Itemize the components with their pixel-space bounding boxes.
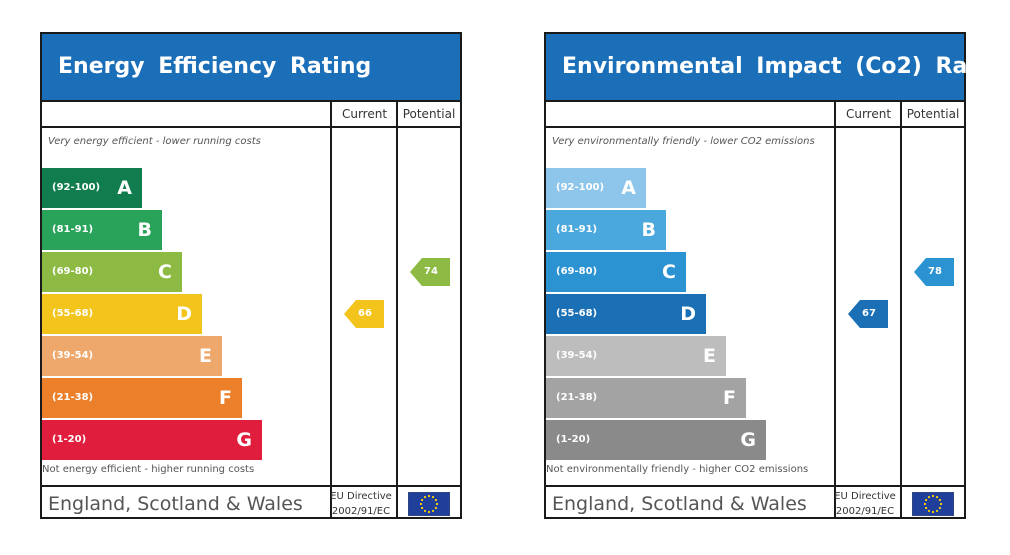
band-letter: B — [137, 219, 152, 241]
band-c: (69-80) C — [546, 252, 686, 292]
band-d: (55-68) D — [42, 294, 202, 334]
potential-rating-arrow: 78 — [914, 258, 954, 286]
current-column-header: Current — [341, 107, 388, 121]
band-range-label: (69-80) — [556, 266, 598, 277]
column-divider — [900, 100, 902, 489]
potential-column-header: Potential — [906, 107, 960, 121]
band-range-label: (1-20) — [52, 434, 87, 445]
column-divider — [330, 100, 332, 489]
band-range-label: (92-100) — [52, 182, 101, 193]
footer-divider — [330, 487, 332, 519]
eu-directive-label: EU Directive 2002/91/EC — [328, 489, 394, 519]
directive-line-2: 2002/91/EC — [331, 506, 391, 517]
directive-line-1: EU Directive — [834, 491, 896, 502]
directive-line-1: EU Directive — [330, 491, 392, 502]
band-range-label: (55-68) — [556, 308, 598, 319]
band-b: (81-91) B — [42, 210, 162, 250]
band-range-label: (39-54) — [52, 350, 94, 361]
potential-rating-value: 78 — [928, 266, 942, 277]
eu-flag-icon — [408, 492, 450, 516]
current-rating-value: 66 — [358, 308, 372, 319]
country-label: England, Scotland & Wales — [552, 493, 807, 515]
band-letter: F — [219, 387, 232, 409]
band-a: (92-100) A — [546, 168, 646, 208]
footer: England, Scotland & Wales EU Directive 2… — [546, 485, 964, 519]
potential-arrow-shape — [410, 258, 450, 286]
band-range-label: (39-54) — [556, 350, 598, 361]
band-d: (55-68) D — [546, 294, 706, 334]
band-a: (92-100) A — [42, 168, 142, 208]
band-b: (81-91) B — [546, 210, 666, 250]
band-range-label: (1-20) — [556, 434, 591, 445]
energy-efficiency-chart: Energy Efficiency Rating Current Potenti… — [40, 32, 462, 519]
chart-title: Energy Efficiency Rating — [42, 34, 460, 100]
band-g: (1-20) G — [42, 420, 262, 460]
current-rating-arrow: 66 — [344, 300, 384, 328]
potential-column-header: Potential — [402, 107, 456, 121]
footer-divider — [396, 487, 398, 519]
band-f: (21-38) F — [42, 378, 242, 418]
current-arrow-shape — [848, 300, 888, 328]
band-range-label: (55-68) — [52, 308, 94, 319]
band-e: (39-54) E — [42, 336, 222, 376]
eu-directive-label: EU Directive 2002/91/EC — [832, 489, 898, 519]
band-range-label: (21-38) — [52, 392, 94, 403]
environmental-impact-chart: Environmental Impact (Co2) Rating Curren… — [544, 32, 1010, 519]
footer-divider — [900, 487, 902, 519]
footer: England, Scotland & Wales EU Directive 2… — [42, 485, 460, 519]
top-caption: Very environmentally friendly - lower CO… — [552, 136, 815, 147]
column-divider — [396, 100, 398, 489]
band-range-label: (21-38) — [556, 392, 598, 403]
band-letter: A — [621, 177, 636, 199]
potential-rating-arrow: 74 — [410, 258, 450, 286]
band-range-label: (92-100) — [556, 182, 605, 193]
band-letter: A — [117, 177, 132, 199]
band-c: (69-80) C — [42, 252, 182, 292]
band-range-label: (81-91) — [556, 224, 598, 235]
band-range-label: (69-80) — [52, 266, 94, 277]
band-e: (39-54) E — [546, 336, 726, 376]
band-letter: D — [176, 303, 192, 325]
top-caption: Very energy efficient - lower running co… — [48, 136, 261, 147]
bottom-caption: Not environmentally friendly - higher CO… — [546, 464, 809, 475]
bottom-caption: Not energy efficient - higher running co… — [42, 464, 255, 475]
band-letter: D — [680, 303, 696, 325]
band-letter: F — [723, 387, 736, 409]
current-column-header: Current — [845, 107, 892, 121]
column-divider — [834, 100, 836, 489]
band-letter: B — [641, 219, 656, 241]
band-letter: C — [158, 261, 172, 283]
directive-line-2: 2002/91/EC — [835, 506, 895, 517]
band-g: (1-20) G — [546, 420, 766, 460]
band-letter: G — [236, 429, 252, 451]
band-letter: G — [740, 429, 756, 451]
eu-flag-icon — [912, 492, 954, 516]
band-range-label: (81-91) — [52, 224, 94, 235]
band-letter: C — [662, 261, 676, 283]
current-rating-arrow: 67 — [848, 300, 888, 328]
band-f: (21-38) F — [546, 378, 746, 418]
current-arrow-shape — [344, 300, 384, 328]
current-rating-value: 67 — [862, 308, 876, 319]
footer-divider — [834, 487, 836, 519]
potential-arrow-shape — [914, 258, 954, 286]
chart-title: Environmental Impact (Co2) Rating — [546, 34, 1010, 100]
band-letter: E — [199, 345, 212, 367]
potential-rating-value: 74 — [424, 266, 438, 277]
country-label: England, Scotland & Wales — [48, 493, 303, 515]
column-header-row: Current Potential — [42, 100, 460, 128]
band-letter: E — [703, 345, 716, 367]
column-header-row: Current Potential — [546, 100, 964, 128]
